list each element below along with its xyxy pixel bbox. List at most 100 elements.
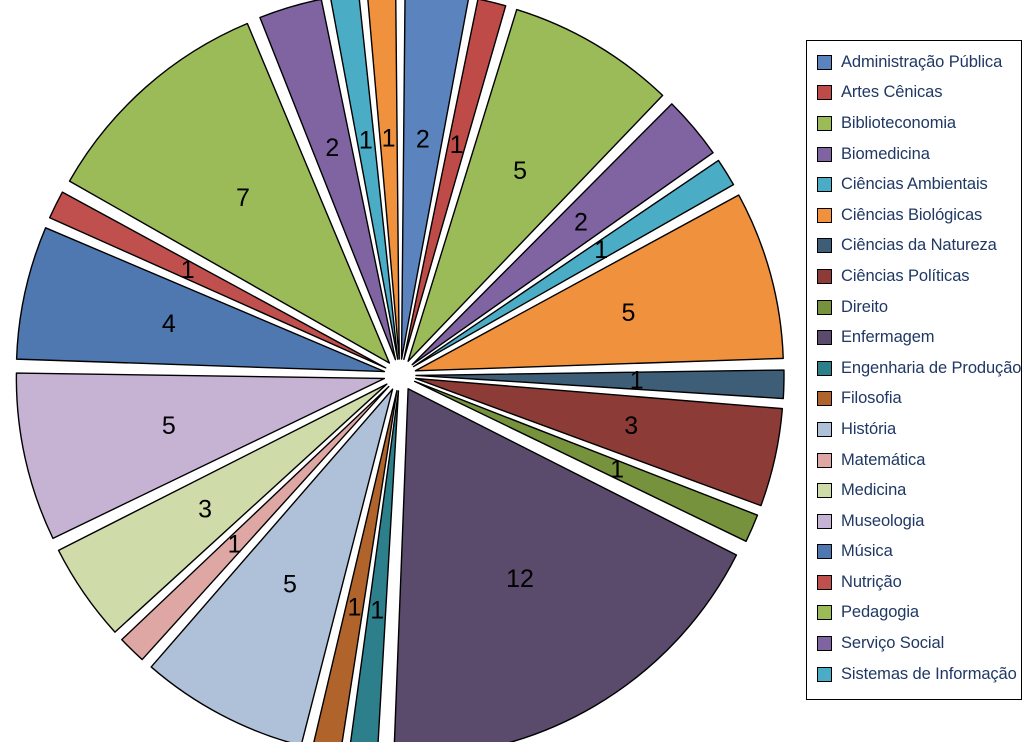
- legend-item[interactable]: Ciências Biológicas: [817, 200, 1021, 231]
- legend-item-label: Ciências Políticas: [841, 266, 970, 285]
- pie-slice-value-label: 1: [370, 597, 384, 625]
- pie-slice[interactable]: [403, 0, 507, 361]
- legend-color-swatch-icon: [817, 544, 832, 560]
- pie-slice-value-label: 1: [181, 256, 195, 284]
- pie-slice[interactable]: [413, 380, 759, 543]
- pie-slice-value-label: 5: [622, 299, 636, 327]
- legend-item[interactable]: Biomedicina: [817, 139, 1021, 170]
- pie-slice[interactable]: [393, 388, 738, 742]
- legend-item[interactable]: Direito: [817, 292, 1021, 323]
- legend-item[interactable]: Engenharia de Produção: [817, 353, 1021, 384]
- pie-slice-value-label: 3: [198, 496, 212, 524]
- legend: Administração Pública Artes Cênicas Biblio…: [806, 40, 1022, 700]
- pie-slice-value-label: 1: [348, 593, 362, 621]
- legend-item-label: Direito: [841, 297, 888, 316]
- legend-item[interactable]: Música: [817, 537, 1021, 568]
- pie-slice[interactable]: [57, 383, 388, 633]
- legend-item-label: Ciências da Natureza: [841, 236, 997, 255]
- pie-slice[interactable]: [259, 0, 397, 361]
- pie-slice[interactable]: [415, 369, 785, 400]
- pie-slice-value-label: 1: [382, 124, 396, 152]
- pie-slice[interactable]: [68, 22, 391, 364]
- legend-item-label: Administração Pública: [841, 52, 1003, 71]
- pie-slice[interactable]: [150, 388, 394, 742]
- legend-item[interactable]: Nutrição: [817, 567, 1021, 598]
- legend-color-swatch-icon: [817, 636, 832, 652]
- legend-color-swatch-icon: [817, 238, 832, 254]
- pie-slice[interactable]: [412, 159, 735, 368]
- pie-slice-value-label: 1: [630, 367, 644, 395]
- legend-item-label: Biblioteconomia: [841, 113, 956, 132]
- legend-item-label: Serviço Social: [841, 634, 945, 653]
- pie-slice[interactable]: [15, 372, 386, 540]
- legend-item-label: Artes Cênicas: [841, 83, 943, 102]
- legend-item-label: Medicina: [841, 481, 907, 500]
- legend-color-swatch-icon: [817, 574, 832, 590]
- legend-item[interactable]: Filosofia: [817, 384, 1021, 415]
- pie-slice-value-label: 5: [283, 571, 297, 599]
- legend-item-label: Matemática: [841, 450, 926, 469]
- legend-color-swatch-icon: [817, 177, 832, 193]
- legend-item[interactable]: Enfermagem: [817, 322, 1021, 353]
- legend-color-swatch-icon: [817, 330, 832, 346]
- pie-slice-value-label: 2: [416, 125, 430, 153]
- legend-item[interactable]: Ciências Ambientais: [817, 169, 1021, 200]
- legend-color-swatch-icon: [817, 115, 832, 131]
- legend-item[interactable]: História: [817, 414, 1021, 445]
- legend-item[interactable]: Serviço Social: [817, 628, 1021, 659]
- legend-item[interactable]: Museologia: [817, 506, 1021, 537]
- legend-item[interactable]: Matemática: [817, 445, 1021, 476]
- pie-plot-area: 2 1 5 2 1 5 1 3 1 12 1 1 5 1 3 5 4 1 7 2 1 1: [15, 0, 785, 742]
- pie-slice-value-label: 4: [162, 310, 176, 338]
- legend-color-swatch-icon: [817, 85, 832, 101]
- pie-slice[interactable]: [349, 390, 400, 742]
- legend-color-swatch-icon: [817, 666, 832, 682]
- legend-item[interactable]: Sistemas de Informação: [817, 659, 1021, 690]
- legend-item-label: Filosofia: [841, 389, 902, 408]
- legend-item-label: Nutrição: [841, 572, 902, 591]
- pie-slice[interactable]: [121, 385, 390, 661]
- pie-slice-value-label: 7: [236, 184, 250, 212]
- legend-item[interactable]: Pedagogia: [817, 598, 1021, 629]
- legend-item-label: Ciências Ambientais: [841, 175, 988, 194]
- pie-slice[interactable]: [367, 0, 400, 360]
- legend-item-label: Sistemas de Informação: [841, 664, 1017, 683]
- legend-item-label: História: [841, 419, 897, 438]
- pie-slice[interactable]: [407, 8, 664, 362]
- legend-item-label: Música: [841, 542, 893, 561]
- pie-slice-value-label: 12: [506, 565, 534, 593]
- pie-slice-value-label: 5: [513, 157, 527, 185]
- legend-item[interactable]: Ciências Políticas: [817, 261, 1021, 292]
- legend-item[interactable]: Medicina: [817, 475, 1021, 506]
- legend-item[interactable]: Artes Cênicas: [817, 78, 1021, 109]
- legend-item-label: Enfermagem: [841, 328, 935, 347]
- legend-item[interactable]: Biblioteconomia: [817, 108, 1021, 139]
- legend-color-swatch-icon: [817, 268, 832, 284]
- legend-item-label: Pedagogia: [841, 603, 920, 622]
- pie-slice-value-label: 2: [325, 134, 339, 162]
- pie-slice[interactable]: [49, 191, 387, 369]
- legend-color-swatch-icon: [817, 513, 832, 529]
- legend-item[interactable]: Ciências da Natureza: [817, 231, 1021, 262]
- legend-color-swatch-icon: [817, 360, 832, 376]
- legend-item-label: Museologia: [841, 511, 925, 530]
- legend-item[interactable]: Administração Pública: [817, 47, 1021, 78]
- pie-slice[interactable]: [330, 0, 399, 360]
- legend-color-swatch-icon: [817, 483, 832, 499]
- pie-slice[interactable]: [414, 194, 784, 372]
- pie-slice[interactable]: [312, 390, 398, 742]
- pie-slice[interactable]: [411, 103, 714, 366]
- pie-slice[interactable]: [15, 227, 386, 373]
- legend-item-label: Biomedicina: [841, 144, 930, 163]
- pie-slice[interactable]: [400, 0, 469, 360]
- legend-color-swatch-icon: [817, 605, 832, 621]
- legend-color-swatch-icon: [817, 146, 832, 162]
- legend-item-label: Engenharia de Produção: [841, 358, 1022, 377]
- legend-color-swatch-icon: [817, 421, 832, 437]
- legend-color-swatch-icon: [817, 391, 832, 407]
- pie-slice[interactable]: [414, 377, 784, 507]
- pie-slice-value-label: 1: [610, 456, 624, 484]
